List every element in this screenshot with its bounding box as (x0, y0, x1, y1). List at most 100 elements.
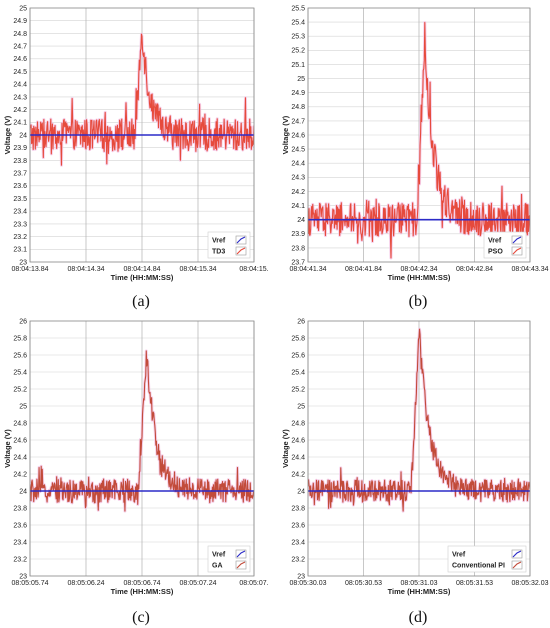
x-tick-label: 08:04:43.34 (512, 266, 549, 273)
legend-swatch-line (512, 247, 522, 255)
y-tick-label: 23.7 (13, 171, 27, 178)
y-tick-label: 24.3 (291, 175, 305, 182)
y-tick-label: 23.8 (13, 158, 27, 165)
plot-frame (29, 320, 255, 577)
y-tick-label: 24.8 (291, 104, 305, 111)
y-tick-label: 24.7 (13, 44, 27, 51)
x-axis-title: Time (HH:MM:SS) (388, 273, 451, 282)
y-tick-label: 23.6 (13, 183, 27, 190)
x-tick-label: 08:05:06.24 (68, 580, 105, 587)
legend-swatch-line (236, 236, 246, 244)
y-tick-label: 25 (19, 403, 27, 410)
legend-swatch-box (511, 246, 523, 256)
legend-swatch-box (235, 246, 247, 256)
y-tick-label: 23.4 (291, 539, 305, 546)
y-tick-label: 23.9 (291, 231, 305, 238)
y-tick-label: 25.1 (291, 62, 305, 69)
legend: Vref GA (207, 545, 251, 573)
y-tick-label: 23.2 (291, 556, 305, 563)
y-tick-label: 25.6 (13, 352, 27, 359)
y-tick-label: 23.8 (291, 505, 305, 512)
y-tick-label: 23.1 (13, 247, 27, 254)
x-tick-label: 08:04:14.84 (124, 266, 161, 273)
data-layer (308, 21, 530, 260)
y-tick-label: 24.2 (291, 189, 305, 196)
y-tick-label: 24.4 (291, 454, 305, 461)
legend-label: TD3 (212, 249, 225, 256)
y-tick-label: 25 (297, 76, 305, 83)
legend-label: Vref (212, 552, 226, 559)
series-line-response (308, 21, 530, 259)
legend-label: Vref (488, 238, 502, 245)
y-tick-label: 24.1 (291, 203, 305, 210)
x-tick-label: 08:04:42.34 (401, 266, 438, 273)
y-axis-title: Voltage (V) (281, 429, 290, 468)
y-tick-label: 24.8 (13, 420, 27, 427)
legend-swatch-line (236, 561, 246, 569)
legend-swatch-box (511, 560, 523, 570)
y-tick-label: 24.8 (291, 420, 305, 427)
legend-swatch-box (235, 235, 247, 245)
x-tick-label: 08:04:15.34 (180, 266, 217, 273)
y-tick-label: 24.6 (13, 437, 27, 444)
chart-panel-c: 23 23.2 23.4 23.6 23.8 24 24.2 24.4 24.6 24.8 25 25… (3, 318, 269, 626)
legend-swatch-box (511, 235, 523, 245)
legend-swatch-line (512, 550, 522, 558)
legend-swatch-box (511, 549, 523, 559)
y-tick-label: 25.8 (291, 335, 305, 342)
y-tick-label: 23 (19, 259, 27, 266)
y-tick-label: 25.4 (13, 369, 27, 376)
y-tick-label: 25.4 (291, 20, 305, 27)
y-tick-label: 24.6 (13, 56, 27, 63)
x-tick-label: 08:05:30.03 (290, 580, 327, 587)
y-tick-label: 24.1 (13, 120, 27, 127)
legend-swatch-line (236, 550, 246, 558)
panel-caption: (d) (409, 609, 428, 626)
legend: Vref TD3 (207, 231, 251, 259)
legend-swatch-line (512, 236, 522, 244)
x-tick-label: 08:04:41.34 (290, 266, 327, 273)
y-tick-label: 24.9 (291, 90, 305, 97)
y-tick-label: 24.5 (291, 147, 305, 154)
plot-frame (307, 320, 531, 577)
legend-swatch-box (235, 560, 247, 570)
x-tick-label: 08:04:13.84 (12, 266, 49, 273)
legend-label: Conventional PI (452, 563, 505, 570)
x-axis-title: Time (HH:MM:SS) (388, 587, 451, 596)
y-tick-label: 24.2 (291, 471, 305, 478)
y-tick-label: 25.2 (291, 48, 305, 55)
y-tick-label: 24 (297, 217, 305, 224)
y-tick-label: 23.8 (291, 245, 305, 252)
y-tick-label: 24.9 (13, 18, 27, 25)
legend-label: GA (212, 563, 223, 570)
x-tick-label: 08:04:42.84 (456, 266, 493, 273)
panel-caption: (b) (409, 293, 428, 310)
legend-label: PSO (488, 249, 503, 256)
x-tick-label: 08:05:32.03 (512, 580, 549, 587)
x-tick-label: 08:05:31.53 (456, 580, 493, 587)
y-tick-label: 23.3 (13, 221, 27, 228)
y-tick-label: 24.2 (13, 471, 27, 478)
y-tick-label: 24.3 (13, 94, 27, 101)
y-tick-label: 25.5 (291, 5, 305, 12)
y-tick-label: 23.2 (13, 234, 27, 241)
data-layer (30, 349, 254, 513)
x-tick-label: 08:05:07.24 (180, 580, 217, 587)
y-tick-label: 25 (19, 5, 27, 12)
x-tick-label: 08:05:31.03 (401, 580, 438, 587)
x-tick-label: 08:05:30.53 (345, 580, 382, 587)
y-tick-label: 25.4 (291, 369, 305, 376)
y-tick-label: 23 (297, 573, 305, 580)
legend-swatch-box (235, 549, 247, 559)
y-tick-label: 23.8 (13, 505, 27, 512)
panel-caption: (a) (132, 293, 150, 310)
y-tick-label: 26 (297, 318, 305, 325)
y-tick-label: 23.6 (291, 522, 305, 529)
chart-panel-d: 23 23.2 23.4 23.6 23.8 24 24.2 24.4 24.6 24.8 25 25… (281, 318, 549, 626)
y-tick-label: 24.2 (13, 107, 27, 114)
plot-frame (307, 7, 531, 263)
y-tick-label: 24.8 (13, 31, 27, 38)
y-tick-label: 25.2 (13, 386, 27, 393)
legend-swatch-line (236, 247, 246, 255)
legend-label: Vref (212, 238, 226, 245)
